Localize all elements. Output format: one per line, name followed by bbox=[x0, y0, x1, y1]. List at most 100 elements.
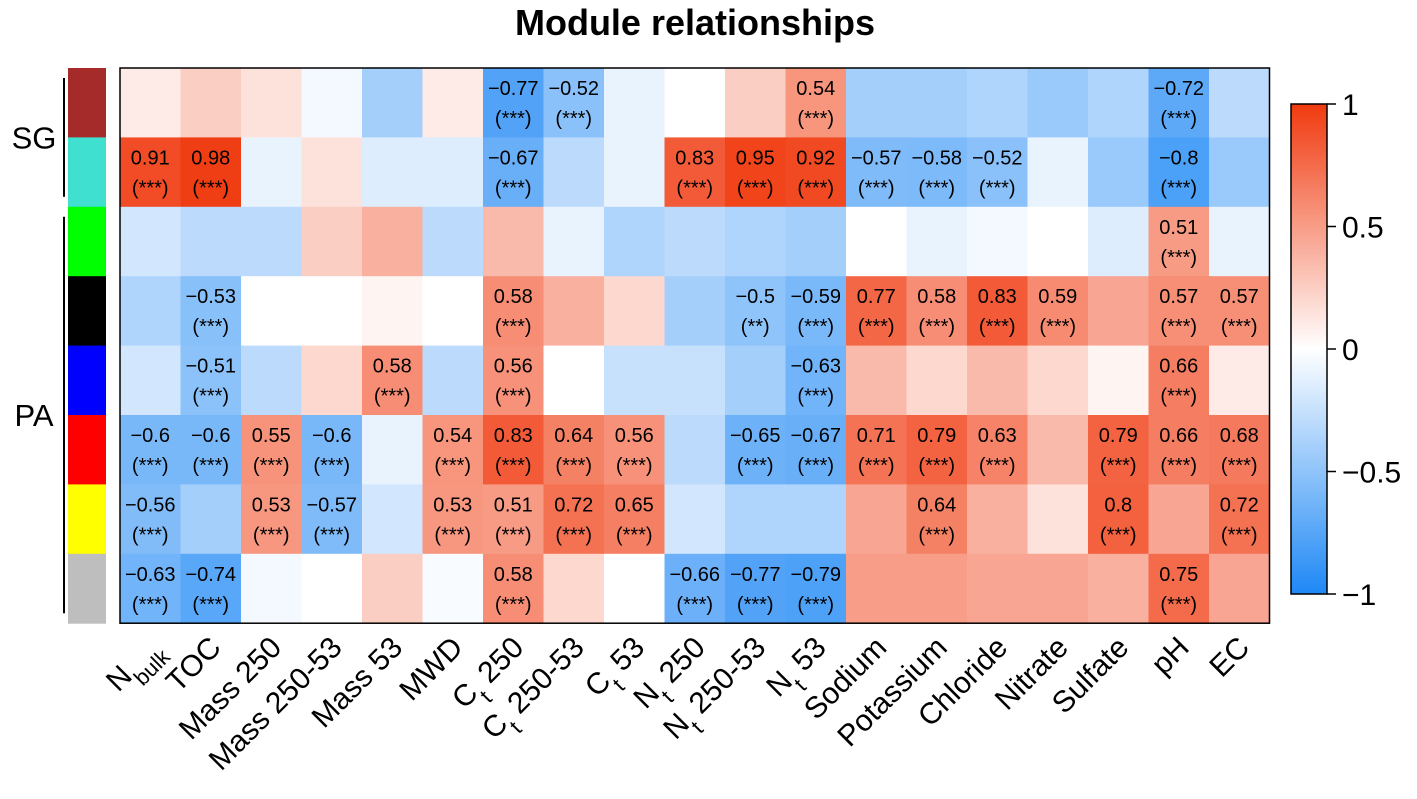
heatmap-cell bbox=[1148, 68, 1210, 138]
heatmap-cell bbox=[725, 68, 787, 138]
legend-tick-label: −1 bbox=[1342, 579, 1376, 612]
cell-value-label: −0.53 bbox=[185, 286, 236, 308]
cell-value-label: 0.98 bbox=[191, 147, 230, 169]
cell-significance-label: (***) bbox=[616, 455, 653, 477]
module-color-swatch bbox=[68, 206, 106, 277]
heatmap-cell bbox=[120, 206, 182, 277]
heatmap-cell bbox=[543, 415, 605, 485]
cell-significance-label: (***) bbox=[495, 524, 532, 546]
heatmap-cell bbox=[543, 137, 605, 208]
heatmap-cell bbox=[604, 68, 666, 138]
heatmap-cell bbox=[604, 553, 666, 624]
column-label: EC bbox=[1203, 631, 1256, 684]
cell-value-label: 0.83 bbox=[675, 147, 714, 169]
heatmap-cell bbox=[967, 345, 1029, 416]
cell-value-label: 0.68 bbox=[1220, 425, 1259, 447]
heatmap-cell bbox=[422, 484, 484, 555]
heatmap-cell bbox=[846, 137, 908, 208]
cell-value-label: 0.57 bbox=[1220, 286, 1259, 308]
heatmap-cell bbox=[1209, 276, 1271, 347]
cell-significance-label: (***) bbox=[192, 594, 229, 616]
cell-value-label: 0.57 bbox=[1159, 286, 1198, 308]
heatmap-cell bbox=[362, 68, 424, 138]
heatmap-cell bbox=[483, 276, 545, 347]
heatmap-cell bbox=[725, 137, 787, 208]
heatmap-cell bbox=[301, 276, 363, 347]
cell-significance-label: (***) bbox=[495, 316, 532, 338]
heatmap-cell bbox=[967, 553, 1029, 624]
cell-significance-label: (***) bbox=[555, 524, 592, 546]
cell-value-label: 0.92 bbox=[796, 147, 835, 169]
heatmap-cell bbox=[785, 68, 847, 138]
cell-value-label: −0.58 bbox=[911, 147, 962, 169]
heatmap-cell bbox=[362, 206, 424, 277]
heatmap-cell bbox=[1148, 553, 1210, 624]
heatmap-cell bbox=[846, 345, 908, 416]
heatmap-cell bbox=[1027, 415, 1089, 485]
heatmap-cell bbox=[906, 276, 968, 347]
heatmap-cell bbox=[483, 415, 545, 485]
heatmap-cell bbox=[664, 68, 726, 138]
cell-significance-label: (***) bbox=[1221, 524, 1258, 546]
cell-value-label: 0.63 bbox=[978, 425, 1017, 447]
cell-value-label: 0.58 bbox=[917, 286, 956, 308]
heatmap-cell bbox=[483, 68, 545, 138]
cell-significance-label: (***) bbox=[858, 316, 895, 338]
heatmap-cell bbox=[120, 276, 182, 347]
heatmap-cell bbox=[1088, 68, 1150, 138]
heatmap-cell bbox=[967, 276, 1029, 347]
heatmap-cell bbox=[362, 553, 424, 624]
cell-significance-label: (***) bbox=[797, 108, 834, 130]
cell-significance-label: (***) bbox=[979, 316, 1016, 338]
heatmap-cell bbox=[1088, 484, 1150, 555]
cell-value-label: −0.57 bbox=[306, 494, 357, 516]
heatmap-cell bbox=[422, 345, 484, 416]
heatmap-cell bbox=[906, 137, 968, 208]
heatmap-cell bbox=[1088, 206, 1150, 277]
heatmap-cell bbox=[120, 137, 182, 208]
heatmap-cell bbox=[785, 484, 847, 555]
module-color-swatch bbox=[68, 345, 106, 416]
cell-value-label: −0.6 bbox=[312, 425, 351, 447]
cell-significance-label: (***) bbox=[1160, 108, 1197, 130]
cell-significance-label: (***) bbox=[253, 524, 290, 546]
heatmap-cell bbox=[241, 68, 303, 138]
heatmap-cell bbox=[1027, 484, 1089, 555]
cell-significance-label: (***) bbox=[555, 108, 592, 130]
cell-value-label: 0.66 bbox=[1159, 356, 1198, 378]
heatmap-cell bbox=[241, 345, 303, 416]
cell-value-label: −0.66 bbox=[669, 564, 720, 586]
cell-significance-label: (***) bbox=[979, 455, 1016, 477]
heatmap-cell bbox=[785, 415, 847, 485]
heatmap-cell bbox=[301, 345, 363, 416]
module-color-swatch bbox=[68, 415, 106, 485]
cell-significance-label: (***) bbox=[132, 524, 169, 546]
cell-significance-label: (***) bbox=[313, 524, 350, 546]
cell-significance-label: (***) bbox=[192, 386, 229, 408]
cell-significance-label: (***) bbox=[192, 316, 229, 338]
cell-value-label: 0.54 bbox=[433, 425, 472, 447]
heatmap-cell bbox=[846, 68, 908, 138]
cell-significance-label: (***) bbox=[918, 455, 955, 477]
heatmap-cell bbox=[1027, 345, 1089, 416]
cell-significance-label: (***) bbox=[132, 177, 169, 199]
heatmap-cell bbox=[604, 484, 666, 555]
heatmap-cell bbox=[1088, 345, 1150, 416]
cell-significance-label: (***) bbox=[495, 108, 532, 130]
column-label: pH bbox=[1145, 631, 1195, 681]
cell-value-label: −0.79 bbox=[790, 564, 841, 586]
cell-value-label: 0.91 bbox=[131, 147, 170, 169]
heatmap-cell bbox=[1148, 276, 1210, 347]
cell-value-label: 0.75 bbox=[1159, 564, 1198, 586]
heatmap-cell bbox=[180, 484, 242, 555]
heatmap-cell bbox=[1148, 137, 1210, 208]
heatmap-cell bbox=[846, 415, 908, 485]
cell-value-label: −0.52 bbox=[548, 78, 599, 100]
heatmap-cell bbox=[846, 484, 908, 555]
heatmap-cell bbox=[543, 206, 605, 277]
heatmap-cell bbox=[301, 484, 363, 555]
heatmap-cell bbox=[422, 206, 484, 277]
column-label: Nbulk bbox=[100, 630, 175, 705]
cell-value-label: 0.58 bbox=[494, 286, 533, 308]
